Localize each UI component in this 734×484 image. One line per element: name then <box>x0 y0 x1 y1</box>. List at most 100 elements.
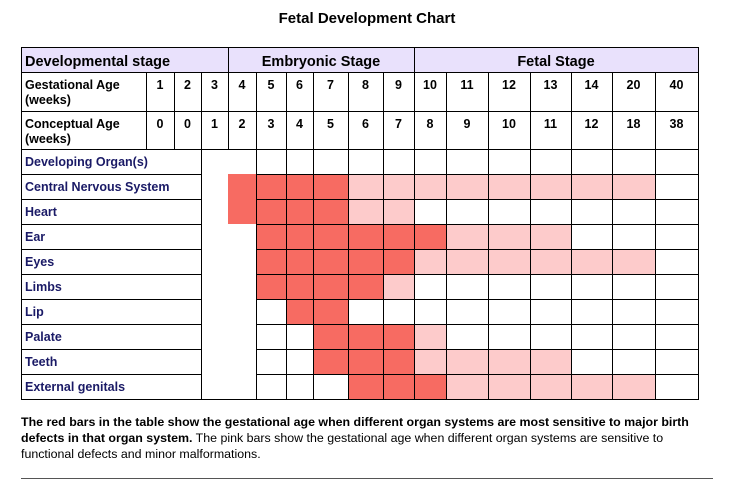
pink-bar-cell <box>571 374 612 399</box>
pink-bar-cell <box>488 249 530 274</box>
gestational-week-value: 8 <box>362 78 369 92</box>
pink-bar-cell <box>488 349 530 374</box>
red-bar-cell <box>348 274 383 299</box>
red-bar-cell <box>313 224 348 249</box>
conceptual-age-label: Conceptual Age <box>25 117 120 131</box>
conceptual-week-value: 11 <box>544 117 557 131</box>
conceptual-week-value: 7 <box>395 117 402 131</box>
fetal-stage-label: Fetal Stage <box>517 54 594 70</box>
gestational-week-value: 3 <box>211 78 218 92</box>
red-bar-cell <box>313 174 348 199</box>
pink-bar-cell <box>488 224 530 249</box>
conceptual-age-unit: (weeks) <box>25 132 71 146</box>
gestational-week-value: 6 <box>296 78 303 92</box>
gestational-week-value: 40 <box>670 78 684 92</box>
red-bar-cell <box>383 224 414 249</box>
developing-organs-header: Developing Organ(s) <box>25 155 148 169</box>
red-bar-cell <box>228 174 256 199</box>
pink-bar-cell <box>414 174 446 199</box>
gestational-week-value: 10 <box>423 78 437 92</box>
conceptual-week-value: 5 <box>327 117 334 131</box>
caption-normal-text: The pink bars show the gestational age w… <box>21 431 664 461</box>
red-bar-cell <box>286 299 313 324</box>
pink-bar-cell <box>612 249 655 274</box>
gestational-week-value: 11 <box>460 78 473 92</box>
red-bar-cell <box>348 349 383 374</box>
pink-bar-cell <box>414 324 446 349</box>
pink-bar-cell <box>488 174 530 199</box>
pink-bar-cell <box>414 349 446 374</box>
conceptual-week-value: 6 <box>362 117 369 131</box>
red-bar-cell <box>256 174 286 199</box>
pink-bar-cell <box>348 199 383 224</box>
red-bar-cell <box>348 224 383 249</box>
conceptual-week-value: 2 <box>239 117 246 131</box>
red-bar-cell <box>383 249 414 274</box>
pink-bar-cell <box>446 224 488 249</box>
pink-bar-cell <box>530 374 571 399</box>
chart-title: Fetal Development Chart <box>278 10 456 27</box>
pink-bar-cell <box>446 349 488 374</box>
conceptual-week-value: 10 <box>502 117 516 131</box>
red-bar-cell <box>414 374 446 399</box>
developmental-stage-label: Developmental stage <box>25 54 170 70</box>
red-bar-cell <box>256 274 286 299</box>
conceptual-week-value: 0 <box>157 117 164 131</box>
red-bar-cell <box>313 249 348 274</box>
gestational-week-value: 9 <box>395 78 402 92</box>
pink-bar-cell <box>446 174 488 199</box>
pink-bar-cell <box>530 249 571 274</box>
pink-bar-cell <box>446 249 488 274</box>
organ-label: External genitals <box>25 380 125 394</box>
organ-label: Heart <box>25 205 58 219</box>
organ-label: Limbs <box>25 280 62 294</box>
gestational-week-value: 4 <box>239 78 246 92</box>
chart-caption: The red bars in the table show the gesta… <box>21 414 711 462</box>
red-bar-cell <box>383 349 414 374</box>
pink-bar-cell <box>612 374 655 399</box>
pink-bar-cell <box>488 374 530 399</box>
pink-bar-cell <box>348 174 383 199</box>
red-bar-cell <box>383 324 414 349</box>
gestational-week-value: 13 <box>544 78 558 92</box>
pink-bar-cell <box>530 174 571 199</box>
gestational-week-value: 14 <box>585 78 599 92</box>
red-bar-cell <box>313 324 348 349</box>
conceptual-week-value: 12 <box>585 117 599 131</box>
red-bar-cell <box>286 249 313 274</box>
organ-label: Eyes <box>25 255 54 269</box>
gestational-week-value: 12 <box>502 78 516 92</box>
red-bar-cell <box>256 224 286 249</box>
gestational-week-value: 2 <box>184 78 191 92</box>
organ-label: Lip <box>25 305 44 319</box>
organ-label: Palate <box>25 330 62 344</box>
pink-bar-cell <box>530 349 571 374</box>
red-bar-cell <box>313 299 348 324</box>
gestational-week-value: 7 <box>327 78 334 92</box>
organ-label: Teeth <box>25 355 57 369</box>
gestational-week-value: 20 <box>627 78 641 92</box>
pink-bar-cell <box>571 249 612 274</box>
red-bar-cell <box>256 249 286 274</box>
red-bar-cell <box>286 174 313 199</box>
pink-bar-cell <box>612 174 655 199</box>
gestational-age-unit: (weeks) <box>25 93 71 107</box>
conceptual-week-value: 3 <box>268 117 275 131</box>
red-bar-cell <box>348 374 383 399</box>
pink-bar-cell <box>530 224 571 249</box>
pink-bar-cell <box>446 374 488 399</box>
bottom-divider <box>21 478 713 479</box>
red-bar-cell <box>256 199 286 224</box>
red-bar-cell <box>313 349 348 374</box>
red-bar-cell <box>414 224 446 249</box>
pink-bar-cell <box>571 174 612 199</box>
organ-label: Central Nervous System <box>25 180 170 194</box>
conceptual-week-value: 0 <box>184 117 191 131</box>
gestational-week-value: 5 <box>268 78 275 92</box>
conceptual-week-value: 38 <box>670 117 684 131</box>
pink-bar-cell <box>383 274 414 299</box>
fetal-development-table: Developmental stage Embryonic Stage Fetal … <box>21 47 699 400</box>
red-bar-cell <box>286 274 313 299</box>
conceptual-week-value: 18 <box>627 117 641 131</box>
pink-bar-cell <box>383 174 414 199</box>
